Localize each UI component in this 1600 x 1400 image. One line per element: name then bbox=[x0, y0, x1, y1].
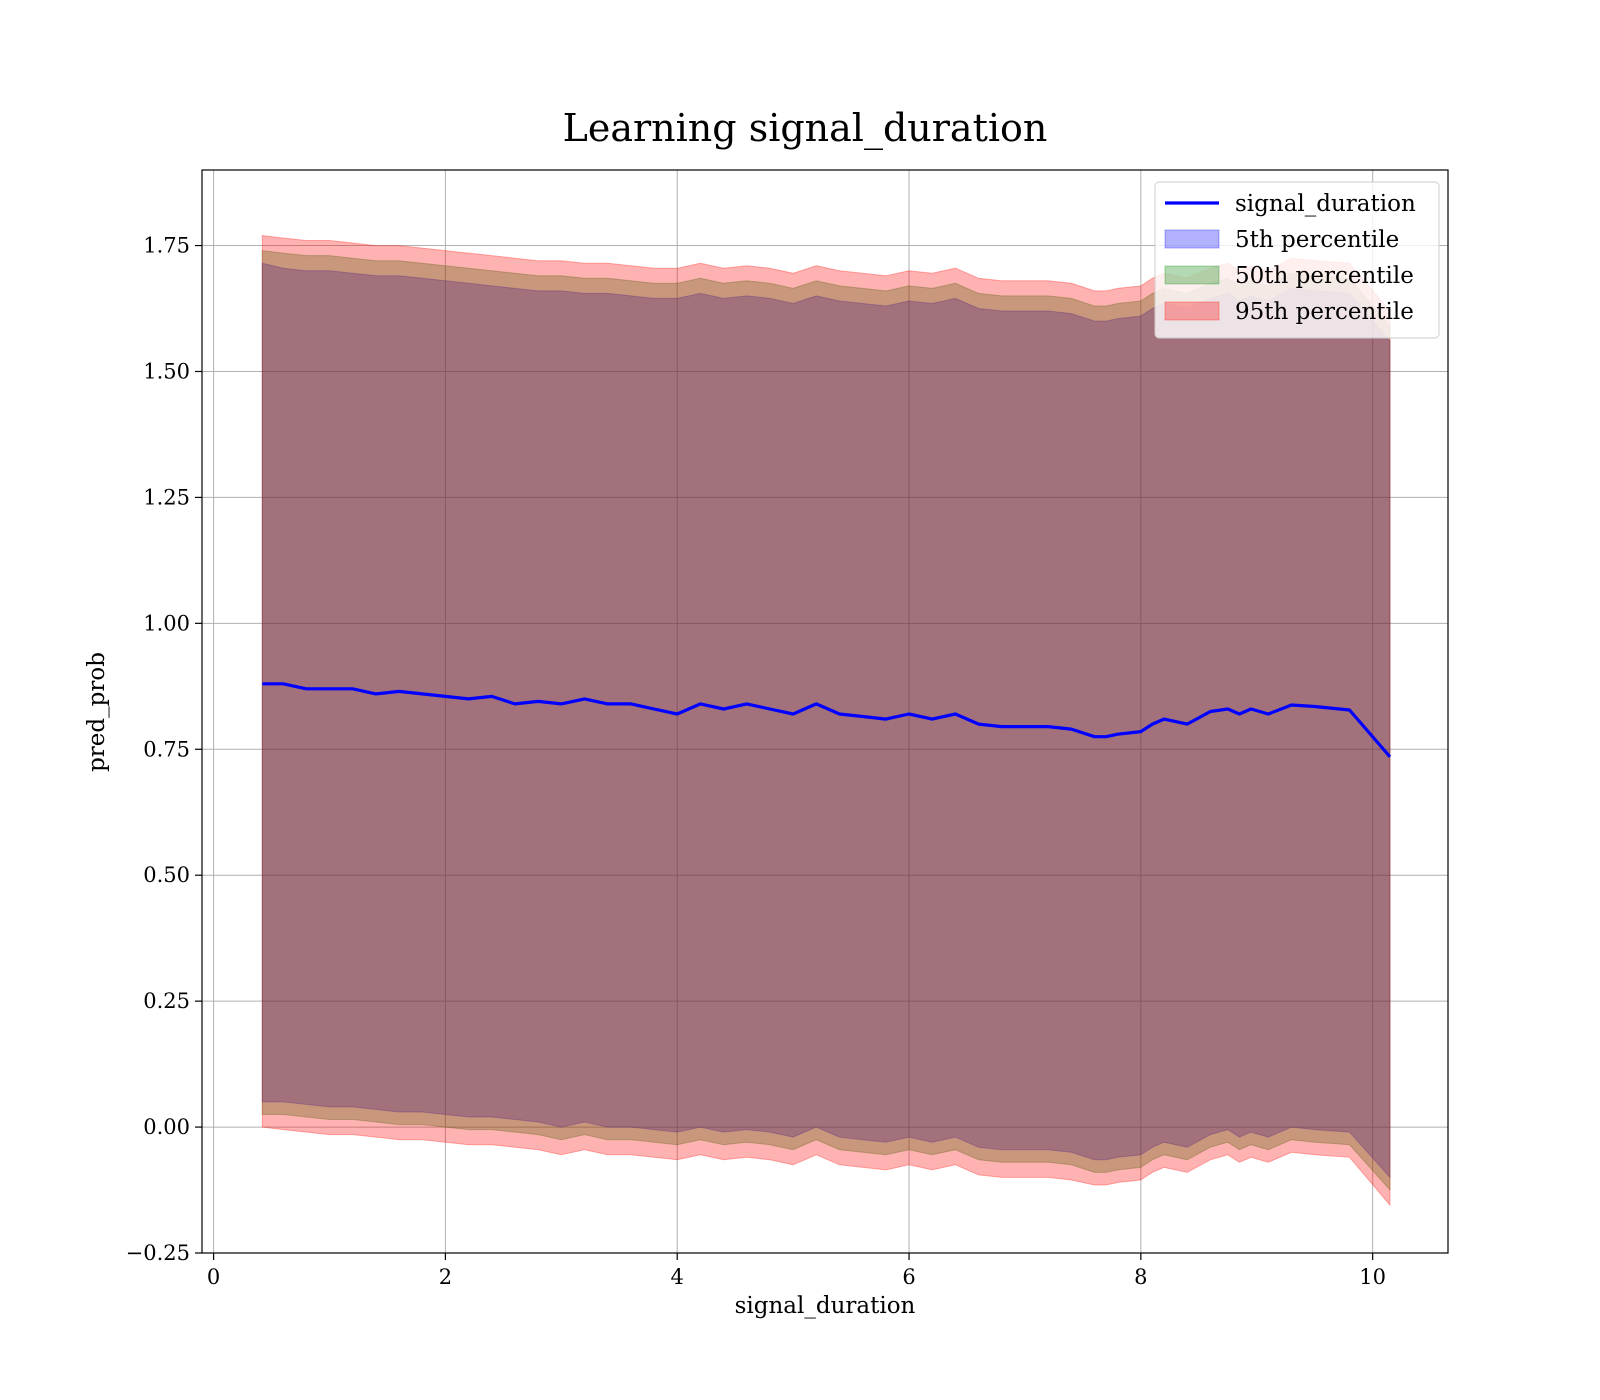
x-tick-label: 6 bbox=[902, 1265, 915, 1289]
x-tick-label: 4 bbox=[671, 1265, 684, 1289]
x-tick-label: 0 bbox=[207, 1265, 220, 1289]
legend-swatch-5th-percentile bbox=[1164, 229, 1220, 249]
band-95th-percentile bbox=[261, 234, 1391, 1207]
x-tick-label: 8 bbox=[1134, 1265, 1147, 1289]
y-tick-label: 1.50 bbox=[143, 359, 190, 383]
legend-swatch-50th-percentile bbox=[1164, 265, 1220, 285]
y-tick-label: 0.75 bbox=[143, 737, 190, 761]
line-layer bbox=[262, 682, 1392, 758]
x-tick-label: 10 bbox=[1359, 1265, 1386, 1289]
legend-swatch-95th-percentile bbox=[1164, 301, 1220, 321]
chart-title: Learning signal_duration bbox=[563, 106, 1048, 151]
legend-label-signal-duration: signal_duration bbox=[1235, 191, 1416, 217]
legend-label-5th-percentile: 5th percentile bbox=[1235, 227, 1399, 253]
legend-label-95th-percentile: 95th percentile bbox=[1235, 299, 1414, 325]
band-50th-percentile bbox=[261, 250, 1391, 1192]
y-tick-label: 1.75 bbox=[143, 234, 190, 258]
band-5th-percentile bbox=[261, 262, 1391, 1179]
y-tick-label: 0.50 bbox=[143, 863, 190, 887]
x-tick-label: 2 bbox=[439, 1265, 452, 1289]
plot-frame bbox=[201, 169, 1449, 1254]
series-line-signal-duration bbox=[262, 682, 1392, 758]
plot-area bbox=[201, 169, 1449, 1254]
y-tick-label: 0.25 bbox=[143, 989, 190, 1013]
y-tick-label: 1.00 bbox=[143, 611, 190, 635]
y-tick-label: 1.25 bbox=[143, 485, 190, 509]
grid-layer bbox=[202, 170, 1448, 1254]
legend: signal_duration 5th percentile 50th percen… bbox=[1154, 181, 1440, 339]
legend-label-50th-percentile: 50th percentile bbox=[1235, 263, 1414, 289]
band-layer bbox=[261, 234, 1391, 1207]
legend-box bbox=[1154, 181, 1440, 339]
x-axis-label: signal_duration bbox=[735, 1293, 916, 1319]
y-axis-label: pred_prob bbox=[84, 652, 110, 772]
y-tick-label: 0.00 bbox=[143, 1115, 190, 1139]
y-tick-label: −0.25 bbox=[126, 1241, 190, 1265]
x-axis: 0 2 4 6 8 10 bbox=[207, 1253, 1386, 1289]
y-axis: −0.25 0.00 0.25 0.50 0.75 1.00 1.25 1.50 1.75 bbox=[126, 234, 202, 1265]
